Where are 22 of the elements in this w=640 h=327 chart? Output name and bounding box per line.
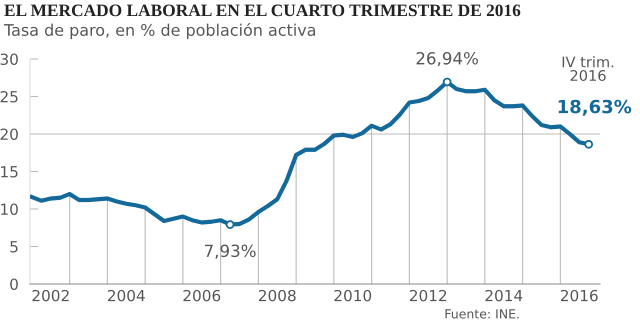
annotation: IV trim. 2016 (562, 56, 614, 82)
chart-subtitle: Tasa de paro, en % de población activa (4, 23, 316, 40)
x-tick-label: 2012 (410, 290, 446, 302)
annotation: 18,63% (558, 100, 632, 116)
y-tick-label: 20 (0, 128, 18, 140)
annotation: 26,94% (416, 52, 478, 66)
y-tick-label: 15 (1, 166, 18, 178)
chart-title: EL MERCADO LABORAL EN EL CUARTO TRIMESTRE DE 2016 (4, 4, 520, 16)
source-note: Fuente: INE. (446, 309, 519, 319)
x-tick-label: 2008 (258, 290, 296, 302)
annotation: 7,93% (204, 244, 256, 259)
y-tick-label: 5 (10, 241, 18, 253)
x-tick-label: 2010 (334, 290, 372, 302)
x-tick-label: 2002 (32, 290, 69, 302)
y-tick-label: 25 (0, 90, 18, 103)
y-tick-label: 10 (1, 203, 18, 216)
y-tick-label: 0 (10, 278, 18, 290)
x-tick-label: 2006 (183, 290, 220, 302)
x-tick-label: 2014 (485, 290, 522, 302)
y-tick-label: 30 (0, 53, 18, 66)
x-tick-label: 2016 (560, 290, 598, 302)
x-tick-label: 2004 (108, 290, 145, 302)
